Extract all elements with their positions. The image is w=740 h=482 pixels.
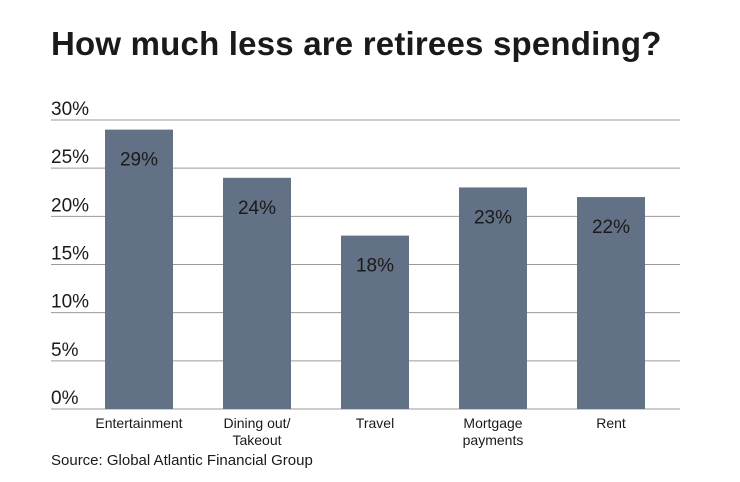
data-labels: 29% 24% 18% 23% 22% — [120, 150, 630, 277]
category-label: Travel — [356, 415, 394, 431]
category-label: Rent — [596, 415, 626, 431]
y-tick-label: 10% — [51, 292, 89, 313]
chart-title: How much less are retirees spending? — [51, 25, 662, 62]
bar-value-label: 29% — [120, 150, 158, 171]
y-tick-label: 15% — [51, 244, 89, 265]
category-label: Entertainment — [95, 415, 182, 431]
category-label: payments — [463, 432, 524, 448]
bar-value-label: 23% — [474, 207, 512, 228]
x-axis-categories: Entertainment Dining out/Takeout Travel Mor… — [95, 415, 625, 448]
bar-value-label: 24% — [238, 198, 276, 219]
bar — [105, 129, 173, 409]
bar — [341, 235, 409, 409]
y-tick-label: 20% — [51, 195, 89, 216]
category-label: Dining out/ — [224, 415, 291, 431]
bar-value-label: 22% — [592, 217, 630, 238]
category-label: Takeout — [232, 432, 281, 448]
bar — [459, 187, 527, 409]
category-label: Mortgage — [463, 415, 522, 431]
bars — [105, 129, 645, 409]
bar — [223, 177, 291, 409]
y-tick-label: 25% — [51, 147, 89, 168]
bar — [577, 197, 645, 409]
y-tick-label: 5% — [51, 340, 79, 361]
y-tick-label: 30% — [51, 99, 89, 120]
bar-value-label: 18% — [356, 256, 394, 277]
y-tick-label: 0% — [51, 388, 79, 409]
source-note: Source: Global Atlantic Financial Group — [51, 452, 313, 469]
y-axis-ticks: 0% 5% 10% 15% 20% 25% 30% — [51, 99, 89, 409]
